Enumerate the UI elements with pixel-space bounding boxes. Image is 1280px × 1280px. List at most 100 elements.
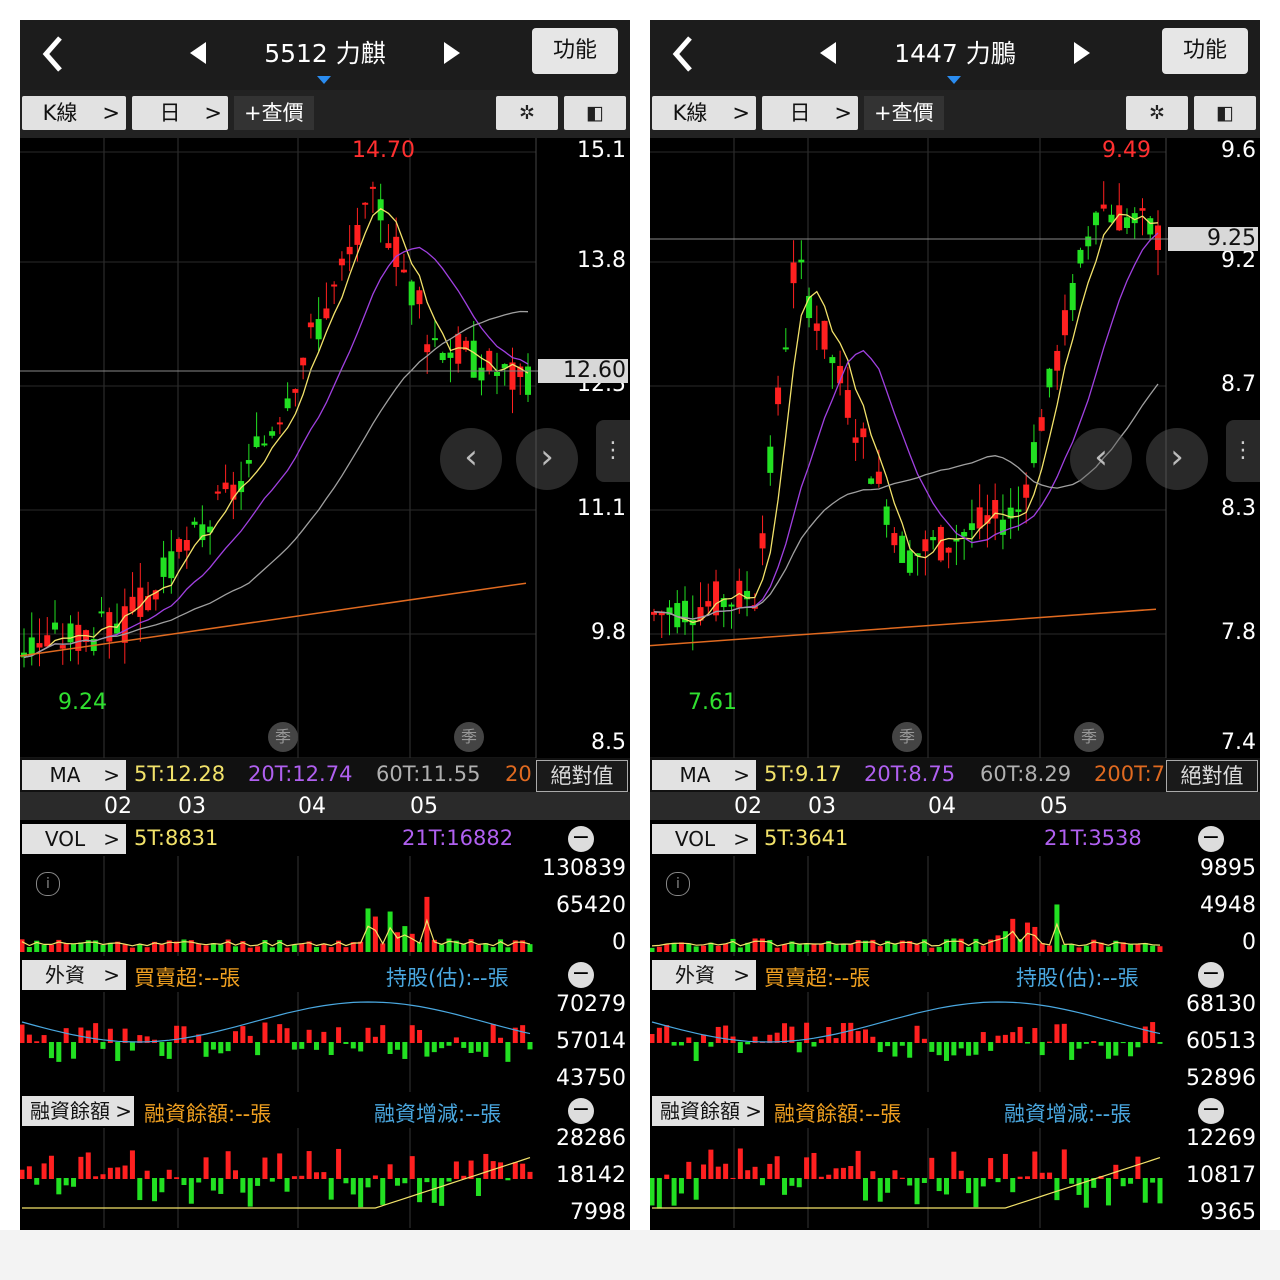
query-price-button[interactable]: +查價 [864, 96, 944, 130]
collapse-icon[interactable]: − [1198, 826, 1224, 852]
net-bar [737, 1042, 743, 1053]
absolute-value-button[interactable]: 絕對值 [1166, 760, 1258, 792]
candle-body [674, 603, 681, 628]
period-button[interactable]: 日 > [762, 96, 858, 130]
net-bar [1157, 1042, 1163, 1044]
net-bar [475, 1178, 481, 1196]
vol-axis: 0 [612, 930, 626, 955]
title-dropdown-caret[interactable] [317, 76, 331, 84]
net-bar [453, 1037, 459, 1043]
more-dots-icon[interactable]: ⋮ [1226, 420, 1260, 482]
net-bar [848, 1022, 854, 1043]
back-arrow-icon[interactable] [664, 32, 704, 76]
high-price-label: 9.49 [1102, 138, 1151, 163]
volume-bar [424, 896, 430, 952]
rotate-screen-icon[interactable]: ◧ [564, 96, 626, 130]
ma-button[interactable]: MA > [652, 760, 756, 790]
candle-body [36, 643, 43, 648]
net-bar [980, 1178, 986, 1187]
season-marker: 季 [454, 722, 484, 752]
price-axis-label: 8.7 [1221, 372, 1256, 397]
prev-stock-icon[interactable] [190, 42, 206, 64]
volume-bar [93, 940, 99, 952]
net-bar [255, 1042, 261, 1056]
collapse-icon[interactable]: − [568, 826, 594, 852]
net-bar [1054, 1178, 1060, 1201]
candle-body [868, 478, 875, 484]
volume-bar [483, 943, 489, 952]
info-icon[interactable]: i [666, 872, 690, 896]
gear-icon[interactable]: ✲ [496, 96, 558, 130]
volume-button[interactable]: VOL > [22, 824, 126, 854]
volume-bar [804, 943, 810, 952]
candle-body [525, 366, 531, 395]
period-button[interactable]: 日 > [132, 96, 228, 130]
net-bar [745, 1170, 751, 1179]
margin-button[interactable]: 融資餘額 > [22, 1096, 134, 1126]
net-bar [1120, 1042, 1126, 1044]
chevron-left-icon[interactable]: ‹ [440, 428, 502, 490]
chevron-left-icon[interactable]: ‹ [1070, 428, 1132, 490]
candle-body [462, 340, 469, 350]
function-button[interactable]: 功能 [1162, 28, 1248, 74]
volume-bar [745, 942, 751, 952]
collapse-icon[interactable]: − [1198, 962, 1224, 988]
volume-button[interactable]: VOL > [652, 824, 756, 854]
absolute-value-button[interactable]: 絕對值 [536, 760, 628, 792]
collapse-icon[interactable]: − [568, 962, 594, 988]
kline-type-button[interactable]: K線 > [652, 96, 756, 130]
query-price-button[interactable]: +查價 [234, 96, 314, 130]
volume-bar [1039, 943, 1045, 952]
ma20-value: 20T:8.75 [864, 762, 956, 786]
net-bar [1128, 1178, 1134, 1184]
foreign-button[interactable]: 外資 > [22, 960, 126, 990]
chevron-right-icon[interactable]: › [1146, 428, 1208, 490]
date-axis[interactable]: 02 03 04 05 [20, 792, 630, 820]
rotate-screen-icon[interactable]: ◧ [1194, 96, 1256, 130]
foreign-axis: 43750 [556, 1066, 626, 1091]
more-dots-icon[interactable]: ⋮ [596, 420, 630, 482]
net-bar [468, 1042, 474, 1054]
date-axis[interactable]: 02 03 04 05 [650, 792, 1260, 820]
kline-type-button[interactable]: K線 > [22, 96, 126, 130]
net-bar [1047, 1172, 1053, 1179]
overlay-line [651, 1001, 1161, 1043]
volume-bar [85, 940, 91, 952]
collapse-icon[interactable]: − [1198, 1098, 1224, 1124]
back-arrow-icon[interactable] [34, 32, 74, 76]
candle-body [992, 500, 999, 519]
ma-button[interactable]: MA > [22, 760, 126, 790]
net-bar [137, 1035, 143, 1043]
title-dropdown-caret[interactable] [947, 76, 961, 84]
price-axis-label: 7.8 [1221, 620, 1256, 645]
margin-button[interactable]: 融資餘額 > [652, 1096, 764, 1126]
next-stock-icon[interactable] [444, 42, 460, 64]
vol5-value: 5T:8831 [134, 826, 219, 850]
next-stock-icon[interactable] [1074, 42, 1090, 64]
function-button[interactable]: 功能 [532, 28, 618, 74]
info-icon[interactable]: i [36, 872, 60, 896]
volume-bar [78, 942, 84, 952]
candle-body [1046, 368, 1053, 388]
candle-body [767, 446, 774, 473]
volume-bar [129, 947, 135, 952]
candle-body [393, 236, 400, 268]
volume-bar [1128, 944, 1134, 952]
net-bar [313, 1172, 319, 1179]
vol-axis: 4948 [1200, 893, 1256, 918]
candle-body [276, 422, 283, 425]
volume-bar [365, 908, 371, 952]
candle-body [1100, 204, 1107, 209]
chevron-right-icon[interactable]: › [516, 428, 578, 490]
gear-icon[interactable]: ✲ [1126, 96, 1188, 130]
net-bar [152, 1178, 158, 1202]
volume-bar [490, 947, 496, 952]
candle-body [961, 532, 968, 537]
net-bar [71, 1178, 77, 1187]
collapse-icon[interactable]: − [568, 1098, 594, 1124]
foreign-button[interactable]: 外資 > [652, 960, 756, 990]
net-bar [299, 1175, 305, 1179]
prev-stock-icon[interactable] [820, 42, 836, 64]
net-bar [921, 1038, 927, 1043]
net-bar [240, 1178, 246, 1193]
